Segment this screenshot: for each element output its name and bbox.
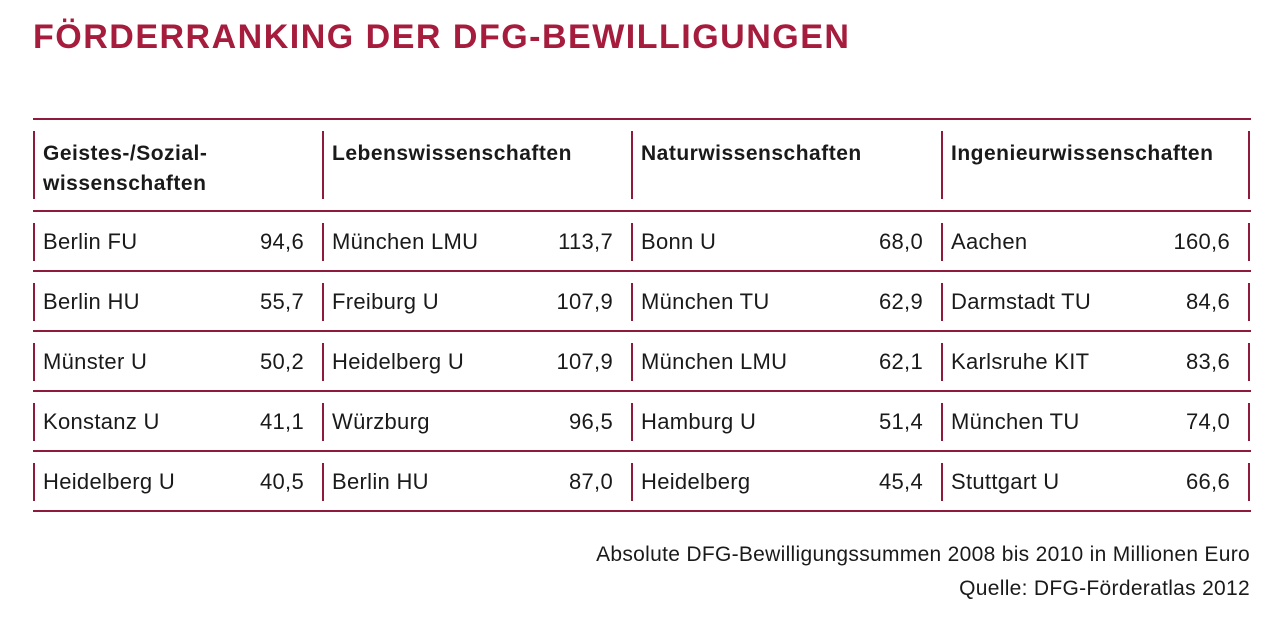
university-name: Berlin HU [43,289,140,314]
table-rule [33,210,1251,212]
table-cell: München TU 62,9 [631,283,941,321]
funding-amount: 160,6 [1173,229,1230,254]
header-line: wissenschaften [43,172,207,195]
university-name: Hamburg U [641,409,757,434]
table-rule [33,450,1251,452]
header-line: Ingenieurwissenschaften [951,142,1214,165]
table-rule [33,270,1251,272]
table-row: Berlin HU 55,7 Freiburg U 107,9 München TU 62… [33,283,1251,321]
funding-amount: 87,0 [568,469,613,494]
funding-amount: 83,6 [1185,349,1230,374]
column-header: Ingenieurwissenschaften [941,131,1250,199]
university-name: Berlin FU [43,229,138,254]
funding-amount: 113,7 [558,229,613,254]
university-name: Würzburg [332,409,430,434]
table-cell: Würzburg 96,5 [322,403,631,441]
table-row: Münster U 50,2 Heidelberg U 107,9 München LM… [33,343,1251,381]
table-rule [33,330,1251,332]
table-cell: Hamburg U 51,4 [631,403,941,441]
funding-amount: 62,1 [878,349,923,374]
table-cell: Stuttgart U 66,6 [941,463,1250,501]
table-cell: Berlin HU 87,0 [322,463,631,501]
table-cell: München LMU 62,1 [631,343,941,381]
university-name: Heidelberg U [332,349,465,374]
university-name: Berlin HU [332,469,429,494]
table-cell: Darmstadt TU 84,6 [941,283,1250,321]
table-cell: Berlin FU 94,6 [33,223,322,261]
funding-amount: 84,6 [1185,289,1230,314]
table-cell: Konstanz U 41,1 [33,403,322,441]
table-row: Konstanz U 41,1 Würzburg 96,5 Hamburg U 51,4 M… [33,403,1251,441]
table-cell: München LMU 113,7 [322,223,631,261]
university-name: Karlsruhe KIT [951,349,1090,374]
university-name: Bonn U [641,229,717,254]
funding-amount: 94,6 [259,229,304,254]
table-cell: Aachen 160,6 [941,223,1250,261]
funding-amount: 107,9 [556,289,613,314]
university-name: Stuttgart U [951,469,1060,494]
table-cell: Freiburg U 107,9 [322,283,631,321]
table-rule [33,118,1251,120]
funding-amount: 66,6 [1185,469,1230,494]
funding-amount: 68,0 [878,229,923,254]
university-name: Konstanz U [43,409,160,434]
footnote: Absolute DFG-Bewilligungssummen 2008 bis… [596,543,1250,566]
funding-amount: 96,5 [568,409,613,434]
funding-amount: 74,0 [1185,409,1230,434]
table-rule [33,510,1251,512]
table-cell: Karlsruhe KIT 83,6 [941,343,1250,381]
funding-amount: 41,1 [259,409,304,434]
university-name: Münster U [43,349,148,374]
table-cell: Heidelberg 45,4 [631,463,941,501]
table-cell: Heidelberg U 107,9 [322,343,631,381]
column-header-label: Naturwissenschaften [641,139,862,169]
table-cell: München TU 74,0 [941,403,1250,441]
funding-amount: 40,5 [259,469,304,494]
table-rule [33,390,1251,392]
page-title: FÖRDERRANKING DER DFG-BEWILLIGUNGEN [33,18,851,56]
university-name: München LMU [332,229,479,254]
funding-amount: 55,7 [259,289,304,314]
university-name: Heidelberg [641,469,751,494]
table-cell: Bonn U 68,0 [631,223,941,261]
column-header-label: Lebenswissenschaften [332,139,572,169]
column-header: Lebenswissenschaften [322,131,631,199]
funding-amount: 107,9 [556,349,613,374]
column-header: Naturwissenschaften [631,131,941,199]
funding-amount: 50,2 [259,349,304,374]
university-name: München LMU [641,349,788,374]
table-cell: Heidelberg U 40,5 [33,463,322,501]
header-line: Naturwissenschaften [641,142,862,165]
university-name: München TU [951,409,1080,434]
table-row: Heidelberg U 40,5 Berlin HU 87,0 Heidelberg 4… [33,463,1251,501]
university-name: Freiburg U [332,289,439,314]
table-cell: Münster U 50,2 [33,343,322,381]
funding-amount: 45,4 [878,469,923,494]
column-header-label: Geistes-/Sozial-wissenschaften [43,139,207,199]
university-name: Heidelberg U [43,469,176,494]
header-line: Lebenswissenschaften [332,142,572,165]
university-name: Aachen [951,229,1028,254]
university-name: München TU [641,289,770,314]
funding-amount: 62,9 [878,289,923,314]
university-name: Darmstadt TU [951,289,1092,314]
header-line: Geistes-/Sozial- [43,142,208,165]
table-cell: Berlin HU 55,7 [33,283,322,321]
column-header-label: Ingenieurwissenschaften [951,139,1213,169]
source-note: Quelle: DFG-Förderatlas 2012 [959,577,1250,600]
table-header-row: Geistes-/Sozial-wissenschaften Lebenswiss… [33,131,1251,199]
column-header: Geistes-/Sozial-wissenschaften [33,131,322,199]
table-row: Berlin FU 94,6 München LMU 113,7 Bonn U 68,0 A… [33,223,1251,261]
funding-amount: 51,4 [878,409,923,434]
